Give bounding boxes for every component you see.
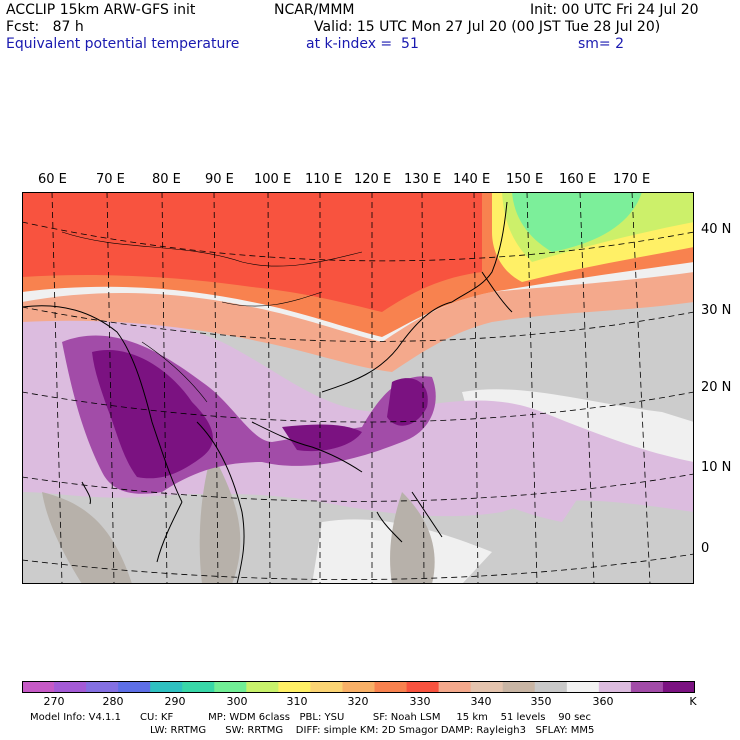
init-time: Init: 00 UTC Fri 24 Jul 20 — [530, 2, 699, 18]
theta-e-region — [512, 192, 642, 252]
colorbar-swatch — [406, 681, 440, 693]
graticule-line — [106, 192, 115, 584]
colorbar-label: 330 — [409, 695, 431, 708]
lon-label: 80 E — [152, 172, 181, 187]
valid-time: Valid: 15 UTC Mon 27 Jul 20 (00 JST Tue … — [314, 19, 661, 35]
lon-label: 130 E — [404, 172, 442, 187]
country-border — [141, 341, 208, 403]
theta-e-region — [387, 378, 428, 426]
lon-label: 170 E — [613, 172, 651, 187]
colorbar-unit: K — [689, 695, 697, 708]
graticule-line — [22, 473, 694, 502]
colorbar-swatch — [214, 681, 247, 693]
colorbar-label: 280 — [102, 695, 124, 708]
colorbar-swatch — [598, 681, 632, 693]
theta-e-region — [390, 492, 435, 584]
lat-label: 30 N — [701, 303, 732, 318]
lon-label: 60 E — [38, 172, 67, 187]
colorbar-swatch — [86, 681, 119, 693]
lon-label: 90 E — [205, 172, 234, 187]
colorbar-swatch — [150, 681, 183, 693]
smoothing-info: sm= 2 — [578, 36, 625, 52]
run-title: ACCLIP 15km ARW-GFS init — [6, 2, 196, 18]
coastline — [196, 421, 245, 584]
coastline — [321, 301, 453, 393]
graticule-line — [579, 192, 595, 584]
colorbar-label: 360 — [592, 695, 614, 708]
graticule-line — [267, 192, 271, 584]
colorbar-label: 290 — [164, 695, 186, 708]
graticule-line — [421, 192, 425, 584]
lon-label: 150 E — [506, 172, 544, 187]
colorbar-swatch — [54, 681, 87, 693]
theta-e-region — [22, 192, 482, 312]
colorbar-swatch — [470, 681, 504, 693]
lat-label: 0 — [701, 541, 710, 556]
colorbar-swatch — [22, 681, 55, 693]
graticule-line — [22, 391, 694, 423]
graticule-line — [631, 192, 651, 584]
graticule-line — [22, 553, 694, 580]
colorbar-swatch — [566, 681, 600, 693]
coastline — [81, 481, 91, 505]
graticule-line — [213, 192, 219, 584]
coastline — [481, 271, 513, 313]
lat-label: 10 N — [701, 460, 732, 475]
coastline — [411, 491, 443, 538]
graticule-line — [161, 192, 168, 584]
model-info-line1: Model Info: V4.1.1 CU: KF MP: WDM 6class… — [30, 712, 591, 723]
lon-label: 70 E — [96, 172, 125, 187]
colorbar-label: 340 — [470, 695, 492, 708]
lon-label: 160 E — [559, 172, 597, 187]
colorbar-swatch — [438, 681, 472, 693]
colorbar-swatch — [374, 681, 408, 693]
institution-label: NCAR/MMM — [274, 2, 355, 18]
theta-e-map — [22, 192, 694, 584]
field-name: Equivalent potential temperature — [6, 36, 240, 52]
colorbar-label: 310 — [286, 695, 308, 708]
colorbar-swatch — [342, 681, 376, 693]
colorbar-swatch — [502, 681, 536, 693]
colorbar-label: 320 — [347, 695, 369, 708]
lon-label: 100 E — [254, 172, 292, 187]
coastline — [376, 511, 403, 543]
model-info-line2: LW: RRTMG SW: RRTMG DIFF: simple KM: 2D … — [150, 725, 595, 736]
theta-e-region — [42, 492, 132, 584]
lat-label: 40 N — [701, 222, 732, 237]
colorbar-swatch — [118, 681, 151, 693]
theta-e-region — [92, 350, 213, 479]
lon-label: 110 E — [305, 172, 343, 187]
graticule-line — [22, 221, 694, 262]
level-info: at k-index = 51 — [306, 36, 419, 52]
colorbar-label: 350 — [530, 695, 552, 708]
lat-label: 20 N — [701, 380, 732, 395]
colorbar — [22, 681, 695, 693]
colorbar-swatch — [630, 681, 664, 693]
colorbar-frame — [22, 681, 695, 693]
lon-label: 120 E — [354, 172, 392, 187]
colorbar-swatch — [662, 681, 695, 693]
colorbar-swatch — [246, 681, 279, 693]
country-border — [61, 231, 363, 267]
colorbar-swatch — [534, 681, 568, 693]
graticule-line — [22, 306, 694, 342]
graticule-line — [51, 192, 63, 584]
forecast-hour: Fcst: 87 h — [6, 19, 84, 35]
theta-e-region — [22, 272, 694, 372]
colorbar-swatch — [310, 681, 343, 693]
graticule-line — [473, 192, 479, 584]
graticule-line — [526, 192, 538, 584]
lon-label: 140 E — [453, 172, 491, 187]
coastline — [156, 501, 183, 563]
theta-e-region — [199, 452, 241, 584]
colorbar-swatch — [278, 681, 311, 693]
coastline — [22, 305, 183, 503]
country-border — [221, 291, 323, 307]
colorbar-label: 270 — [43, 695, 65, 708]
colorbar-label: 300 — [226, 695, 248, 708]
coastline — [451, 201, 508, 303]
coastline — [251, 421, 363, 473]
colorbar-swatch — [182, 681, 215, 693]
